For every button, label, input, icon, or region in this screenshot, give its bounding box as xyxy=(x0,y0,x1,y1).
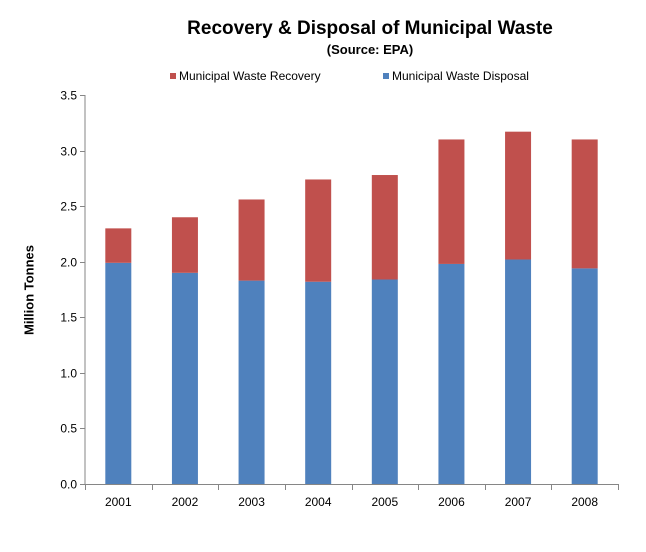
bar-disposal xyxy=(171,272,198,484)
chart-subtitle: (Source: EPA) xyxy=(326,42,414,57)
x-tick-label: 2008 xyxy=(571,495,598,509)
bar-recovery xyxy=(105,228,132,263)
legend-swatch-recovery xyxy=(170,73,176,79)
x-tick-label: 2007 xyxy=(505,495,532,509)
bar-disposal xyxy=(105,262,132,484)
x-tick-label: 2004 xyxy=(305,495,332,509)
bar-disposal xyxy=(571,268,598,484)
bar-disposal xyxy=(238,280,265,484)
x-tick-label: 2002 xyxy=(172,495,199,509)
bar-disposal xyxy=(371,279,398,484)
y-tick-label: 2.0 xyxy=(60,256,77,270)
bar-recovery xyxy=(171,217,198,273)
x-tick-label: 2003 xyxy=(238,495,265,509)
bar-recovery xyxy=(571,139,598,269)
y-tick-label: 0.5 xyxy=(60,422,77,436)
bar-recovery xyxy=(438,139,465,264)
bar-recovery xyxy=(371,175,398,280)
chart-title: Recovery & Disposal of Municipal Waste xyxy=(187,18,553,39)
y-tick-label: 1.5 xyxy=(60,311,77,325)
bar-disposal xyxy=(305,281,332,484)
legend-swatch-disposal xyxy=(383,73,389,79)
bar-recovery xyxy=(238,199,265,281)
y-tick-label: 1.0 xyxy=(60,367,77,381)
bar-recovery xyxy=(305,179,332,282)
legend-item-recovery: Municipal Waste Recovery xyxy=(170,69,321,83)
x-tick-label: 2005 xyxy=(371,495,398,509)
x-tick-label: 2006 xyxy=(438,495,465,509)
bar-disposal xyxy=(438,263,465,484)
y-tick-label: 0.0 xyxy=(60,478,77,492)
bar-disposal xyxy=(505,259,532,484)
x-tick-label: 2001 xyxy=(105,495,132,509)
legend-label-recovery: Municipal Waste Recovery xyxy=(179,69,321,83)
y-tick-label: 2.5 xyxy=(60,200,77,214)
legend-item-disposal: Municipal Waste Disposal xyxy=(383,69,529,83)
legend-label-disposal: Municipal Waste Disposal xyxy=(392,69,529,83)
y-tick-label: 3.5 xyxy=(60,89,77,103)
bar-recovery xyxy=(505,131,532,260)
y-tick-label: 3.0 xyxy=(60,145,77,159)
